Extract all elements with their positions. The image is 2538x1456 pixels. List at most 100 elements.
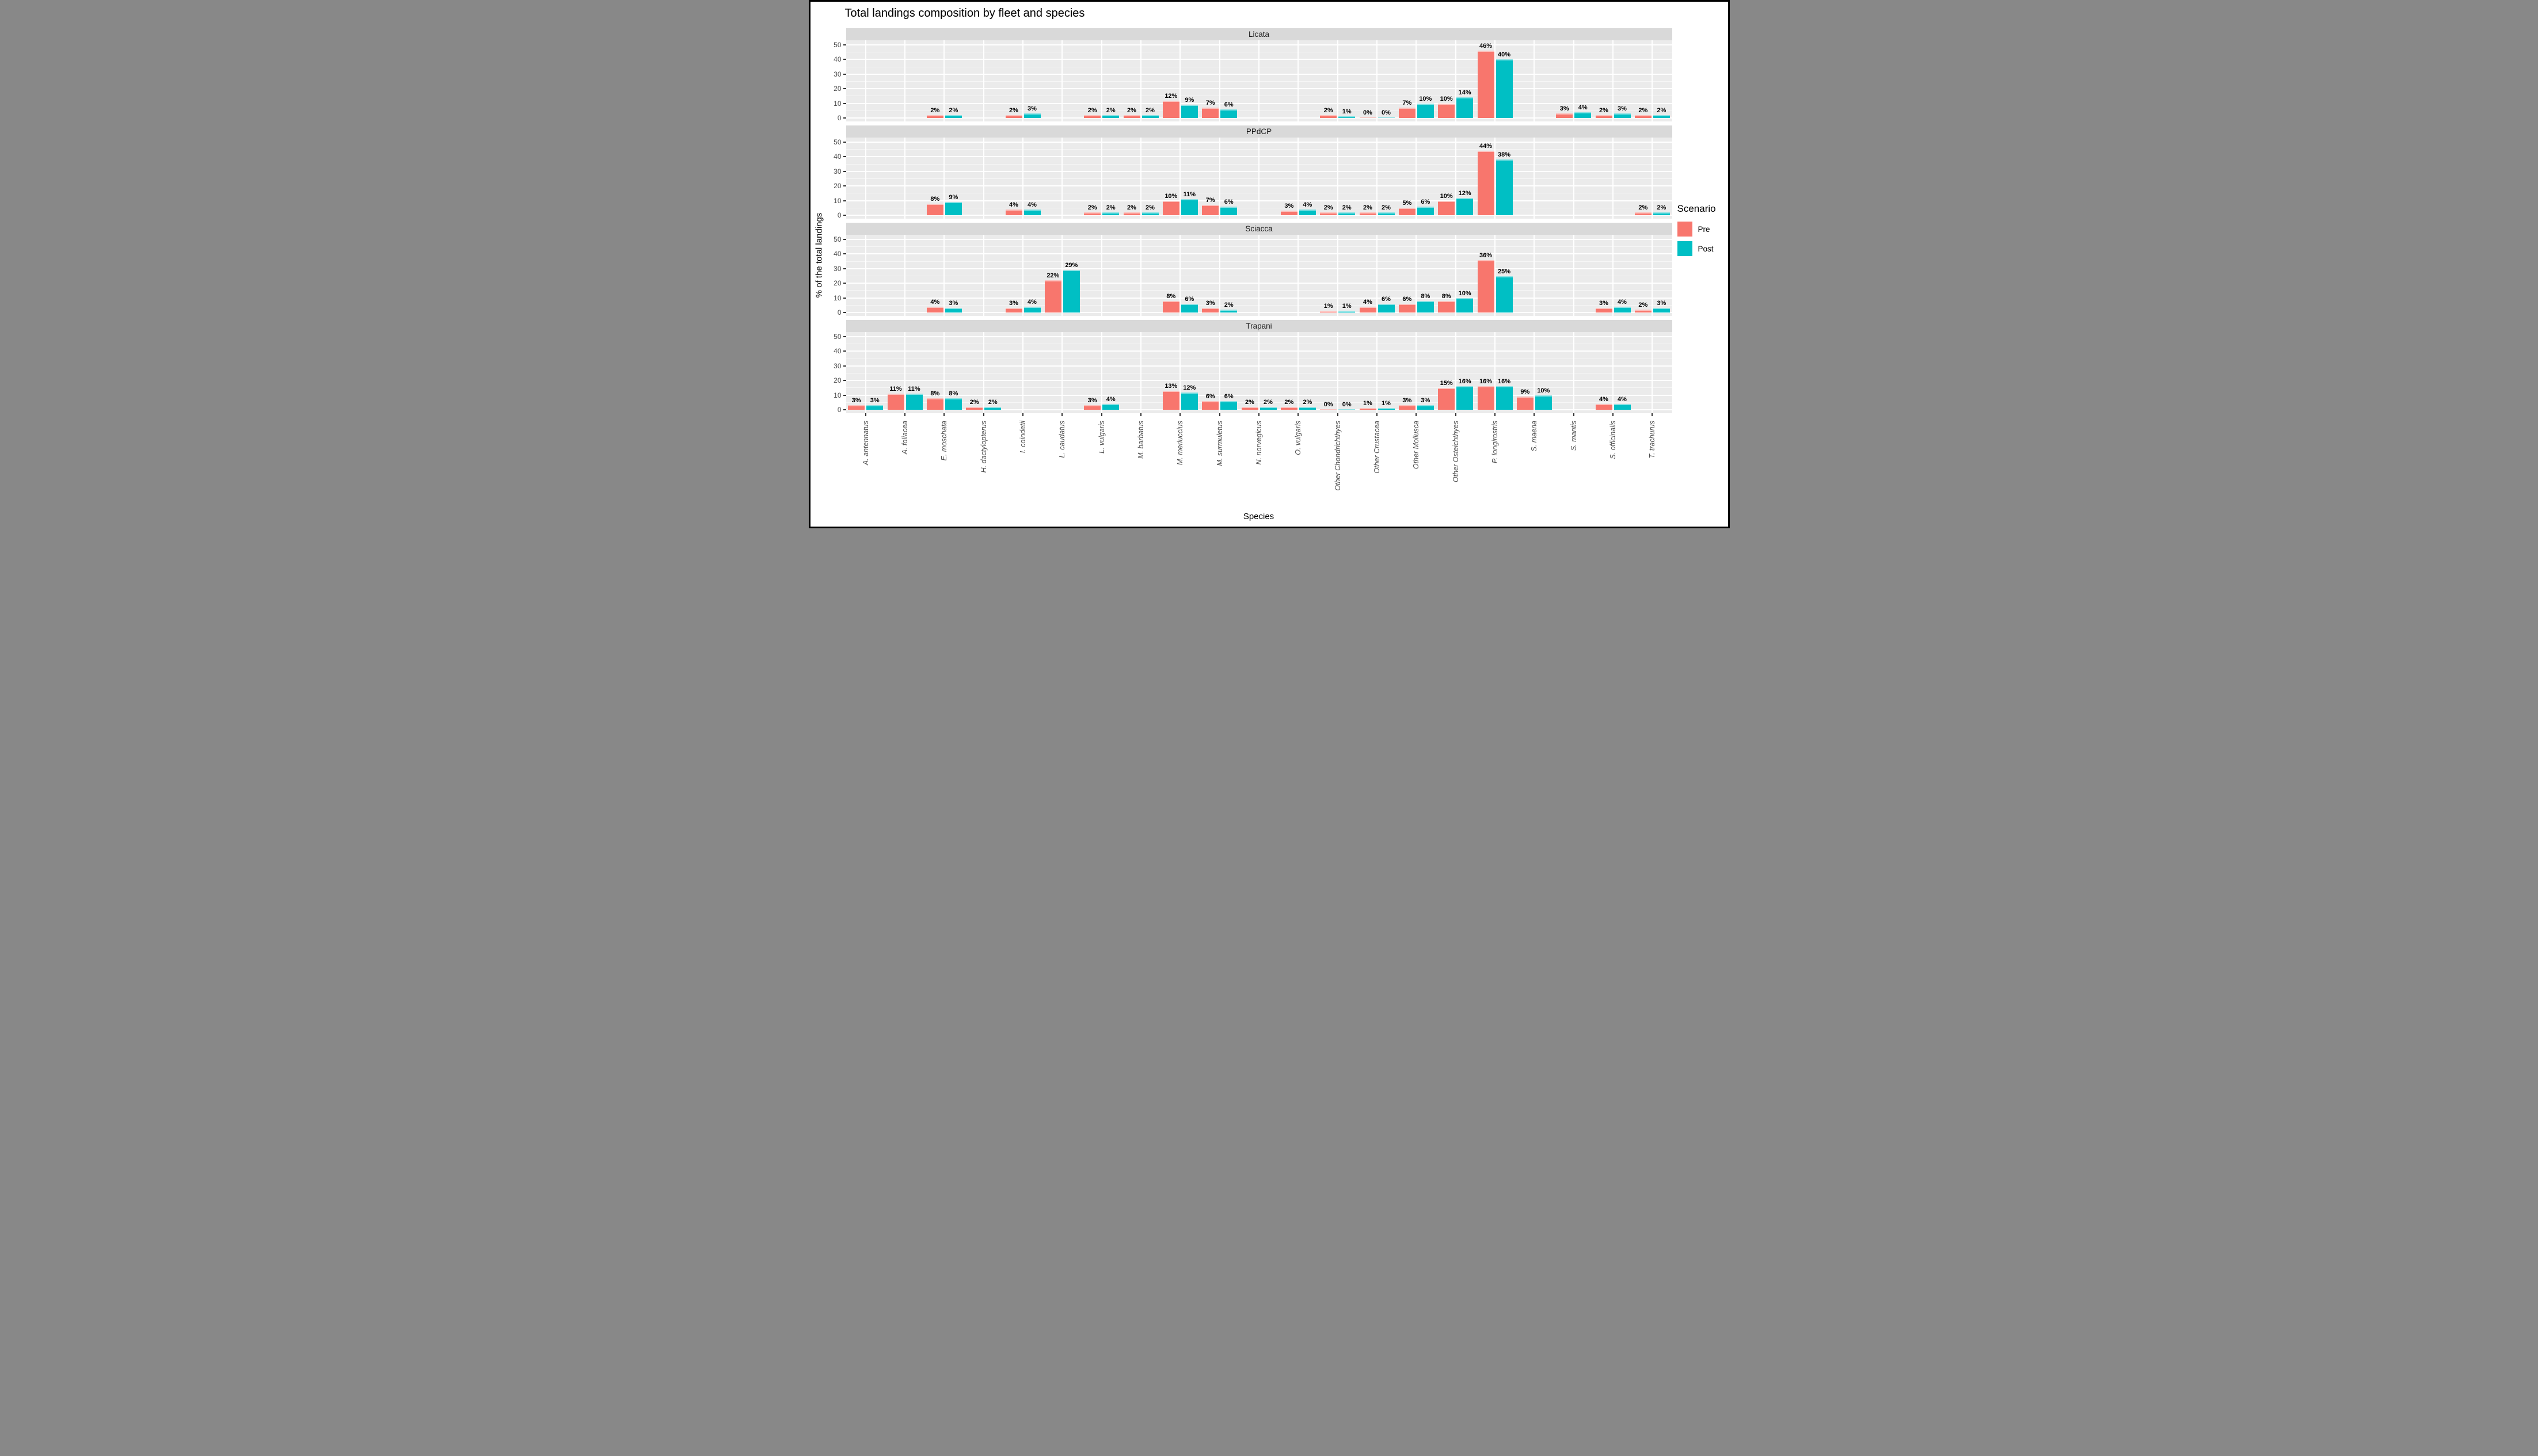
y-tick-mark (843, 297, 846, 299)
bar-post (1535, 395, 1552, 410)
bar-value-label: 4% (1028, 201, 1037, 208)
bar-post (1338, 116, 1356, 118)
x-tick-mark (1297, 413, 1299, 416)
bar-value-label: 6% (1382, 295, 1391, 303)
bar-value-label: 3% (1559, 105, 1569, 113)
gridline-vertical (904, 138, 905, 219)
gridline-vertical (1258, 138, 1260, 219)
bar-value-label: 44% (1479, 143, 1493, 150)
bar-value-label: 1% (1363, 400, 1372, 407)
bar-pre (1438, 300, 1455, 312)
bar-post (1496, 276, 1513, 312)
gridline-vertical (1652, 235, 1653, 316)
y-tick-label: 10 (834, 294, 842, 302)
bar-pre (1595, 308, 1612, 312)
bar-value-label: 7% (1205, 197, 1215, 204)
bar-post (1023, 209, 1041, 215)
bar-value-label: 2% (1657, 106, 1666, 114)
bar-post (1496, 59, 1513, 118)
bar-value-label: 3% (870, 397, 880, 405)
bar-pre (1595, 115, 1612, 118)
y-tick-label: 40 (834, 250, 842, 258)
gridline-vertical (983, 40, 984, 121)
gridline-vertical (1258, 332, 1260, 413)
bar-value-label: 2% (1087, 204, 1097, 211)
gridline-vertical (1101, 40, 1102, 121)
bar-value-label: 10% (1440, 192, 1453, 200)
bar-post (1220, 401, 1238, 410)
bar-value-label: 2% (1638, 204, 1648, 211)
bar-value-label: 10% (1440, 95, 1453, 102)
bar-value-label: 6% (1205, 392, 1215, 400)
legend: Scenario Pre Post (1677, 203, 1728, 261)
x-tick-label: P. longirostris (1491, 421, 1499, 464)
gridline-vertical (1219, 40, 1220, 121)
x-tick-mark (1061, 413, 1063, 416)
bar-value-label: 8% (930, 195, 940, 203)
gridline-vertical (1297, 332, 1299, 413)
bar-post (1614, 113, 1631, 118)
facet-panel: 2% 2% 2% 2% 12% 7% 2% 0% 7% 10% 46% 3% 2% 2% 2% 3% 2% 2% 9… (846, 40, 1672, 121)
bar-post (1378, 303, 1395, 312)
bar-value-label: 10% (1165, 192, 1178, 200)
gridline-vertical (1101, 138, 1102, 219)
gridline-vertical (1297, 138, 1299, 219)
legend-item: Post (1677, 241, 1728, 256)
bar-post (945, 202, 962, 215)
bar-value-label: 25% (1497, 268, 1511, 275)
bar-post (1299, 209, 1316, 215)
bar-value-label: 2% (1382, 204, 1391, 211)
bar-value-label: 8% (949, 390, 958, 397)
y-tick-mark (843, 268, 846, 269)
facet-strip: Sciacca (846, 223, 1672, 235)
bar-value-label: 2% (1599, 106, 1608, 114)
bar-pre (966, 406, 983, 410)
bar-value-label: 0% (1382, 109, 1391, 116)
bar-pre (1162, 100, 1179, 118)
gridline-vertical (1179, 332, 1181, 413)
bar-value-label: 10% (1537, 387, 1550, 394)
gridline-vertical (1573, 138, 1574, 219)
y-tick-label: 20 (834, 376, 842, 385)
bar-pre (1202, 205, 1219, 215)
bar-value-label: 3% (1599, 300, 1608, 307)
bar-pre (1202, 108, 1219, 118)
gridline-vertical (1022, 40, 1023, 121)
bar-value-label: 7% (1402, 100, 1412, 107)
bar-value-label: 3% (1402, 397, 1412, 405)
x-tick-label: I. coindetii (1019, 421, 1027, 453)
y-tick-mark (843, 73, 846, 75)
bar-pre (1477, 260, 1494, 312)
y-tick-mark (843, 44, 846, 45)
y-tick-label: 10 (834, 391, 842, 399)
bar-value-label: 2% (1224, 301, 1234, 308)
x-tick-mark (1179, 413, 1181, 416)
bar-value-label: 6% (1224, 101, 1234, 108)
bar-value-label: 2% (1657, 204, 1666, 211)
bar-value-label: 2% (1638, 106, 1648, 114)
y-tick-mark (843, 200, 846, 201)
gridline-vertical (1652, 40, 1653, 121)
x-tick-mark (1416, 413, 1417, 416)
bar-value-label: 2% (988, 398, 998, 406)
bar-value-label: 14% (1458, 89, 1471, 97)
bar-value-label: 11% (889, 386, 902, 393)
y-tick-mark (843, 365, 846, 367)
x-tick-label: Other Chondrichthyes (1333, 421, 1342, 491)
y-axis-title: % of the total landings (814, 212, 824, 298)
bar-pre (1398, 208, 1416, 215)
x-tick-mark (1652, 413, 1653, 416)
bar-pre (1595, 403, 1612, 410)
y-tick-mark (843, 253, 846, 255)
facet-strip: Licata (846, 28, 1672, 40)
x-tick-label: E. moschata (940, 421, 949, 461)
gridline-vertical (1612, 138, 1614, 219)
gridline-vertical (865, 40, 866, 121)
bar-value-label: 4% (1028, 298, 1037, 306)
gridline-vertical (1219, 138, 1220, 219)
bar-post (1417, 405, 1434, 410)
facet-panel: 3% 11% 8% 2% 3% 13% 6% 2% 2% 0% 1% 3% 15% 16% 9% 4% 3% 11… (846, 332, 1672, 413)
bar-pre (1359, 212, 1376, 215)
bar-value-label: 16% (1479, 378, 1493, 386)
y-tick-label: 40 (834, 153, 842, 161)
